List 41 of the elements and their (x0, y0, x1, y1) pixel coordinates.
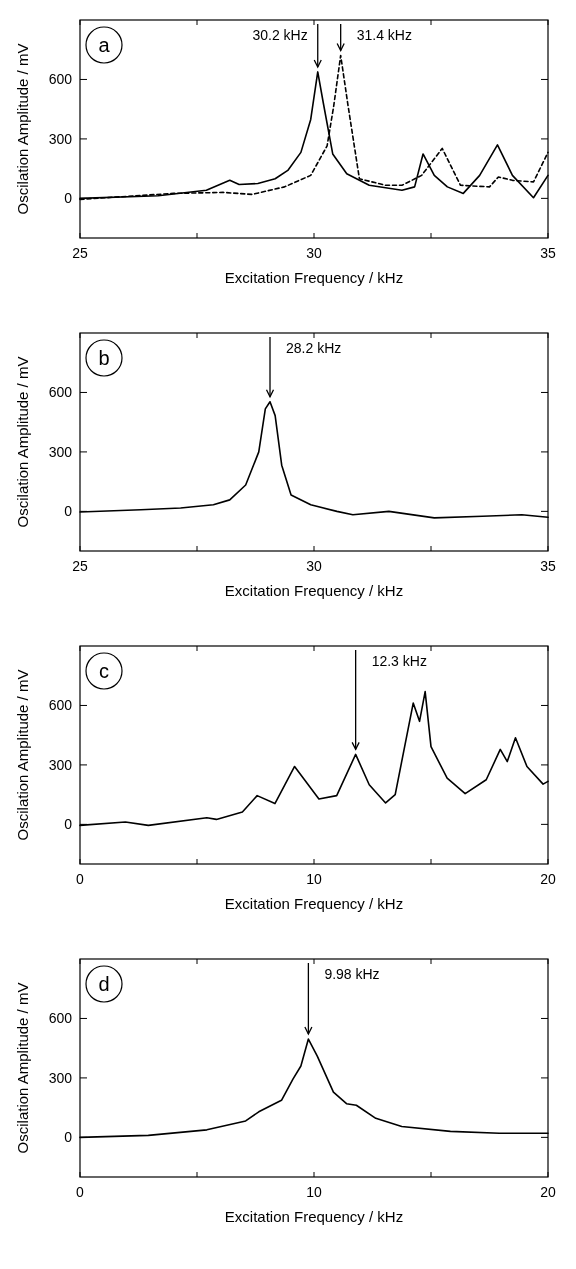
y-tick-label: 600 (48, 71, 73, 88)
x-tick-label: 10 (306, 871, 322, 887)
text: d (98, 973, 110, 995)
y-tick-label: 600 (48, 697, 73, 714)
x-tick-label: 25 (72, 558, 88, 574)
annotation: 28.2 kHz (286, 340, 342, 356)
text: c (99, 660, 109, 682)
y-tick-label: 300 (48, 1069, 73, 1086)
annotation: 31.4 kHz (356, 27, 412, 43)
text: b (98, 347, 110, 369)
x-tick-label: 0 (76, 1184, 85, 1200)
x-tick-label: 35 (540, 558, 556, 574)
x-axis-title: Excitation Frequency / kHz (224, 582, 404, 599)
y-axis-title: Oscilation Amplitude / mV (14, 43, 31, 215)
x-tick-label: 20 (540, 1184, 556, 1200)
y-tick-label: 0 (64, 503, 73, 520)
y-tick-label: 600 (48, 1010, 73, 1027)
x-tick-label: 0 (76, 871, 85, 887)
y-tick-label: 300 (48, 130, 73, 147)
annotation: 12.3 kHz (371, 653, 427, 669)
x-axis-title: Excitation Frequency / kHz (224, 269, 404, 286)
y-axis-title: Oscilation Amplitude / mV (14, 669, 31, 841)
y-tick-label: 600 (48, 384, 73, 401)
x-tick-label: 30 (306, 558, 322, 574)
y-tick-label: 300 (48, 756, 73, 773)
y-tick-label: 0 (64, 816, 73, 833)
annotation: 9.98 kHz (324, 966, 380, 982)
text: a (98, 34, 111, 56)
x-tick-label: 20 (540, 871, 556, 887)
x-tick-label: 25 (72, 245, 88, 261)
y-axis-title: Oscilation Amplitude / mV (14, 982, 31, 1154)
x-axis-title: Excitation Frequency / kHz (224, 1208, 404, 1225)
y-tick-label: 300 (48, 443, 73, 460)
x-tick-label: 30 (306, 245, 322, 261)
y-tick-label: 0 (64, 1129, 73, 1146)
x-axis-title: Excitation Frequency / kHz (224, 895, 404, 912)
x-tick-label: 10 (306, 1184, 322, 1200)
y-axis-title: Oscilation Amplitude / mV (14, 356, 31, 528)
x-tick-label: 35 (540, 245, 556, 261)
annotation: 30.2 kHz (252, 27, 308, 43)
y-tick-label: 0 (64, 190, 73, 207)
